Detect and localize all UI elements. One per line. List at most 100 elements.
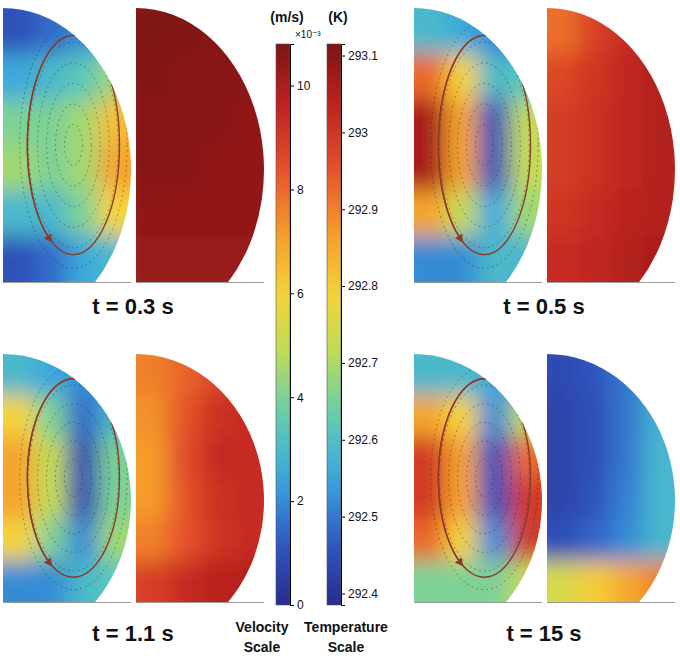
- temperature-cell: [168, 54, 201, 100]
- temperature-cell: [579, 561, 612, 625]
- temperature-cell: [579, 332, 612, 396]
- temperature-panel: [525, 332, 680, 625]
- tick: 292.6: [341, 433, 378, 447]
- temperature-cell: [200, 54, 233, 100]
- substrate: [3, 602, 131, 603]
- temperature-cell: [200, 395, 233, 437]
- temperature-cell: [643, 0, 680, 54]
- temperature-cell: [579, 99, 612, 145]
- velocity-field: [0, 0, 154, 305]
- temperature-cell: [611, 437, 644, 479]
- streamline: [458, 422, 512, 534]
- colorbar-axis: 292.4292.5292.6292.7292.8292.9293293.1: [341, 45, 378, 606]
- streamline: [47, 83, 101, 206]
- temperature-cell: [611, 332, 644, 396]
- time-label: t = 1.1 s: [92, 621, 173, 646]
- temperature-cell: [579, 145, 612, 191]
- scale-caption: Scale: [244, 639, 281, 655]
- velocity-cell: [446, 236, 479, 304]
- circulation-loop: [438, 35, 530, 254]
- velocity-cell: [446, 99, 479, 145]
- tick-label: 292.6: [348, 433, 378, 447]
- tick-mark: [290, 397, 294, 398]
- velocity-cell: [478, 478, 511, 520]
- velocity-cell: [35, 0, 68, 54]
- streamline: [55, 441, 91, 515]
- temperature-panel: [114, 0, 287, 305]
- velocity-cell: [35, 99, 68, 145]
- colorbar-fill: [327, 44, 341, 605]
- temperature-panel: [114, 332, 287, 625]
- temperature-cell: [643, 191, 680, 237]
- circulation-arrow: [438, 379, 484, 564]
- streamline: [47, 422, 101, 534]
- velocity-cell: [35, 478, 68, 520]
- velocity-cell: [392, 395, 447, 437]
- velocity-cell: [0, 395, 36, 437]
- temperature-cell: [611, 145, 644, 191]
- velocity-cell: [35, 145, 68, 191]
- temperature-cell: [611, 519, 644, 561]
- temperature-cell: [525, 478, 580, 520]
- temperature-cell: [200, 478, 233, 520]
- temperature-cell: [643, 395, 680, 437]
- temperature-cell: [168, 395, 201, 437]
- temperature-cell: [525, 561, 580, 625]
- velocity-cell: [67, 54, 100, 100]
- tick: 6: [290, 287, 304, 301]
- tick: 293.1: [341, 49, 378, 63]
- velocity-cell: [0, 519, 36, 561]
- tick-mark: [341, 286, 345, 287]
- tick-mark: [290, 501, 294, 502]
- circulation-arrow: [27, 35, 73, 240]
- temperature-cell: [643, 145, 680, 191]
- velocity-cell: [35, 236, 68, 304]
- tick-label: 292.4: [348, 587, 378, 601]
- streamline: [38, 63, 110, 227]
- temperature-cell: [579, 437, 612, 479]
- velocity-field: [0, 332, 154, 625]
- velocity-cell: [67, 0, 100, 54]
- streamline: [449, 404, 521, 553]
- unit-label: (K): [328, 9, 347, 25]
- temperature-cell: [579, 54, 612, 100]
- tick: 292.9: [341, 203, 378, 217]
- velocity-cell: [392, 332, 447, 396]
- temperature-cell: [200, 332, 233, 396]
- temperature-field: [525, 0, 680, 305]
- tick-mark: [290, 189, 294, 190]
- tick-label: 293.1: [348, 49, 378, 63]
- streamline: [64, 124, 82, 165]
- velocity-panel: [0, 0, 154, 305]
- tick-label: 10: [297, 79, 311, 93]
- velocity-cell: [67, 99, 100, 145]
- tick: 8: [290, 183, 304, 197]
- temperature-cell: [525, 0, 580, 54]
- temperature-cell: [611, 54, 644, 100]
- tick-mark: [341, 517, 345, 518]
- temperature-cell: [200, 437, 233, 479]
- streamline: [64, 459, 82, 496]
- substrate: [547, 602, 675, 603]
- tick-label: 292.9: [348, 203, 378, 217]
- tick-mark: [290, 293, 294, 294]
- velocity-cell: [478, 332, 511, 396]
- velocity-cell: [446, 332, 479, 396]
- temperature-cell: [168, 478, 201, 520]
- temperature-cell: [168, 191, 201, 237]
- temperature-cell: [114, 395, 169, 437]
- temperature-cell: [611, 0, 644, 54]
- tick-mark: [341, 132, 345, 133]
- circulation-arrow: [27, 379, 73, 564]
- circulation-arrow: [438, 35, 484, 240]
- velocity-panel: [392, 332, 565, 625]
- velocity-cell: [67, 332, 100, 396]
- temperature-cell: [643, 478, 680, 520]
- temperature-cell: [114, 54, 169, 100]
- velocity-cell: [392, 519, 447, 561]
- velocity-cell: [478, 191, 511, 237]
- temperature-cell: [525, 54, 580, 100]
- temperature-cell: [114, 99, 169, 145]
- temperature-cell: [525, 519, 580, 561]
- temperature-cell: [611, 191, 644, 237]
